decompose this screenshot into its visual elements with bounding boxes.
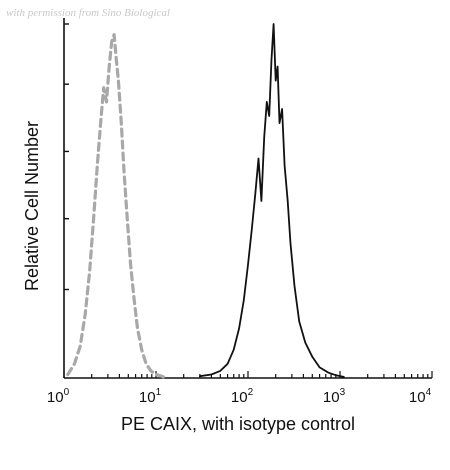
isotype-control-histogram [66,32,169,380]
x-tick-label: 101 [139,387,162,406]
y-axis-ticks [64,23,69,291]
x-axis-tick-labels: 100 101 102 103 104 [47,387,432,406]
series-layer [66,23,345,380]
x-axis-title: PE CAIX, with isotype control [121,414,355,434]
y-axis-title: Relative Cell Number [22,121,42,291]
x-axis-ticks [63,371,433,378]
watermark: with permission from Sino Biological [6,7,170,19]
x-tick-label: 102 [231,387,254,406]
x-tick-label: 104 [409,387,432,406]
x-tick-label: 100 [47,387,70,406]
x-tick-label: 103 [323,387,346,406]
plot-area: 100 101 102 103 104 [47,18,433,406]
pe-caix-histogram [198,23,345,378]
